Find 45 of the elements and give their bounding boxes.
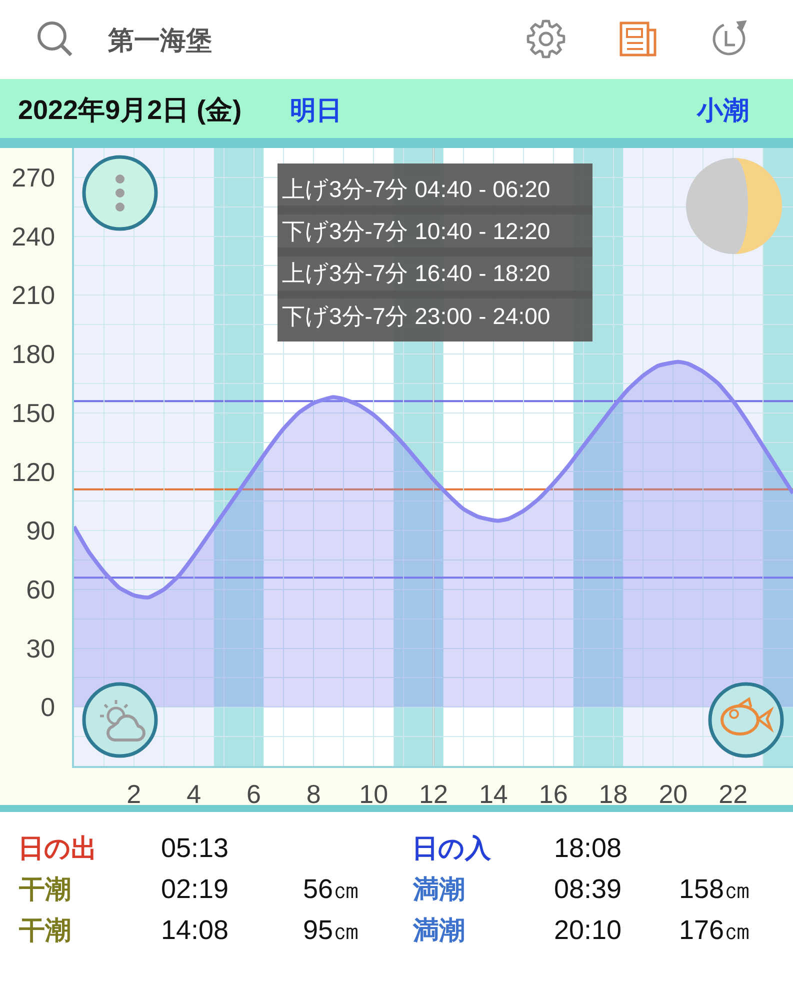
x-tick-label: 18 <box>598 778 628 809</box>
text: 日の出 <box>18 833 97 863</box>
x-tick-label: 2 <box>126 778 142 809</box>
annotation: 下げ3分-7分 23:00 - 24:00 <box>282 303 550 329</box>
x-tick-label: 20 <box>658 778 688 809</box>
y-tick-label: 120 <box>12 456 56 487</box>
text: 176㎝ <box>679 915 752 945</box>
text: 日の入 <box>412 833 492 863</box>
annotation: 下げ3分-7分 10:40 - 12:20 <box>282 218 550 244</box>
text: 干潮 <box>18 874 71 904</box>
x-tick-label: 6 <box>246 778 261 809</box>
text: 18:08 <box>554 833 622 863</box>
text: 14:08 <box>161 915 229 945</box>
x-tick-label: 14 <box>478 778 508 809</box>
y-tick-label: 0 <box>40 692 56 722</box>
y-tick-label: 30 <box>26 633 56 664</box>
y-tick-label: 150 <box>12 398 56 428</box>
y-tick-label: 90 <box>26 516 56 546</box>
text: 満潮 <box>412 874 465 904</box>
text: 95㎝ <box>303 915 360 945</box>
text: 02:19 <box>161 874 229 904</box>
x-tick-label: 12 <box>419 778 448 809</box>
annotation: 上げ3分-7分 04:40 - 06:20 <box>282 176 550 202</box>
x-tick-label: 8 <box>306 778 321 809</box>
y-tick-label: 60 <box>26 574 56 605</box>
chart-subtitle: 2022年9月2日 (金) <box>18 95 242 125</box>
x-tick-label: 10 <box>359 778 388 809</box>
y-tick-label: 180 <box>12 339 56 370</box>
text: 明日 <box>290 95 342 125</box>
text: 05:13 <box>161 833 229 863</box>
text: 158㎝ <box>679 874 752 904</box>
chart-title: 第一海堡 <box>107 25 212 56</box>
y-tick-label: 210 <box>12 280 56 310</box>
text: 20:10 <box>554 915 622 945</box>
annotation: 上げ3分-7分 16:40 - 18:20 <box>282 260 550 286</box>
x-tick-label: 4 <box>186 778 202 809</box>
x-tick-label: 16 <box>538 778 568 809</box>
text: 小潮 <box>696 95 749 125</box>
y-tick-label: 240 <box>12 221 56 252</box>
text: 08:39 <box>554 874 622 904</box>
text: 56㎝ <box>303 874 360 904</box>
x-tick-label: 22 <box>718 778 748 809</box>
text: 満潮 <box>412 915 465 945</box>
y-tick-label: 270 <box>12 162 56 193</box>
text: 干潮 <box>18 915 71 945</box>
